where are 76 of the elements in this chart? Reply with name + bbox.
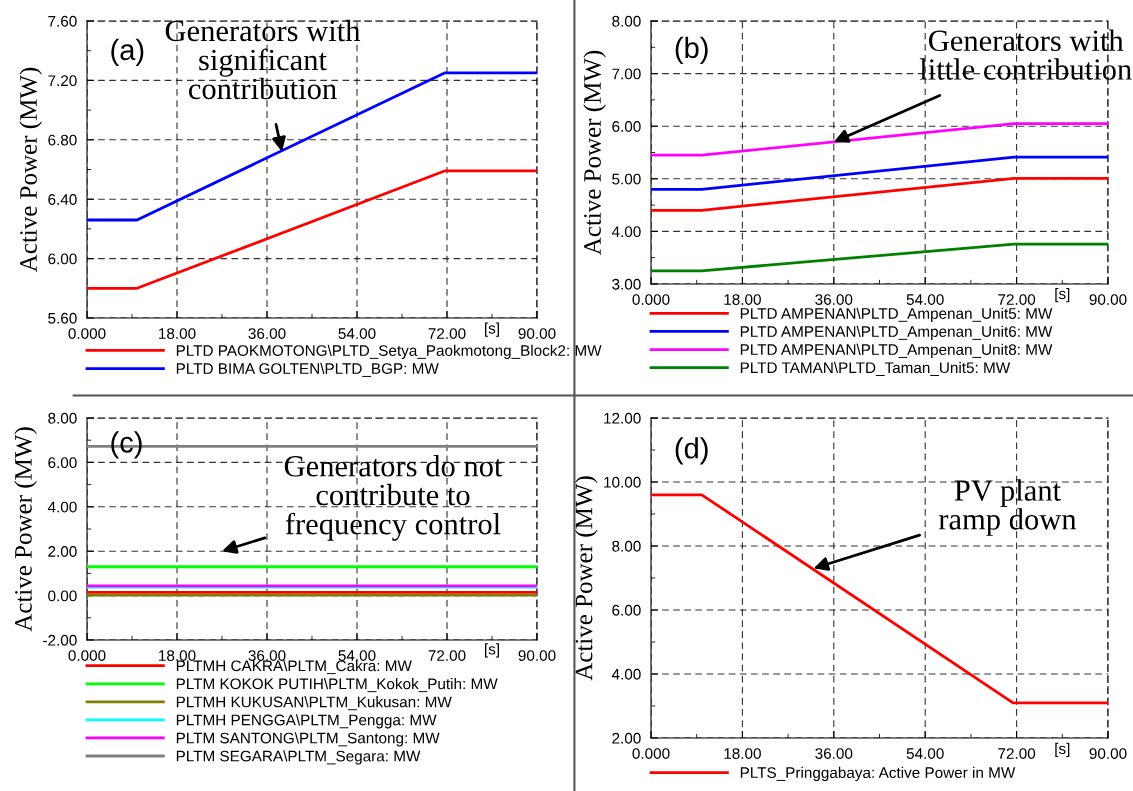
x-tick-label: 72.00 [428,328,466,339]
annotation: Generators with little contribution [919,29,1132,80]
x-tick-label: 0.000 [68,650,106,661]
x-tick-label: 54.00 [338,650,376,661]
legend-label: PLTD BIMA GOLTEN\PLTD_BGP: MW [176,362,439,377]
y-tick-label: 6.40 [48,194,77,205]
y-tick-label: 7.20 [48,75,77,87]
y-tick-label: 6.00 [48,457,77,469]
y-tick-label: 2.00 [612,732,641,744]
y-axis-title: Active Power (MW) [14,427,37,632]
x-tick-label: 36.00 [248,650,286,661]
y-tick-label: 10.00 [604,476,641,488]
legend-label: PLTD AMPENAN\PLTD_Ampenan_Unit5: MW [740,307,1053,322]
y-tick-label: 7.00 [612,68,641,80]
x-axis-title: [s] [1055,287,1070,303]
x-axis-title: [s] [485,322,499,337]
y-tick-label: 6.00 [612,121,641,132]
x-tick-label: 36.00 [815,748,853,759]
y-tick-label: 2.00 [48,546,77,557]
annotation: PV plant ramp down [938,479,1077,536]
y-tick-label: -2.00 [43,634,77,646]
y-tick-label: 0.00 [48,590,77,602]
legend-label: PLTM SANTONG\PLTM_Santong: MW [176,732,440,747]
y-tick-label: 8.00 [48,412,77,424]
y-axis-title: Active Power (MW) [574,476,598,681]
legend-label: PLTM KOKOK PUTIH\PLTM_Kokok_Putih: MW [176,678,498,693]
x-tick-label: 18.00 [159,328,196,339]
x-axis-title: [s] [485,643,499,658]
legend-label: PLTD AMPENAN\PLTD_Ampenan_Unit8: MW [740,343,1053,359]
x-tick-label: 90.00 [518,328,556,339]
legend-label: PLTMH PENGGA\PLTM_Pengga: MW [176,714,437,729]
x-tick-label: 72.00 [428,650,466,661]
y-tick-label: 6.00 [612,604,641,616]
y-tick-label: 6.80 [48,134,77,146]
y-tick-label: 8.00 [612,15,641,27]
annotation: (c) [111,431,142,459]
x-tick-label: 54.00 [906,748,944,759]
legend-label: PLTS_Pringgabaya: Active Power in MW [740,766,1016,782]
annotation: Generators with significant contribution [165,19,361,100]
y-tick-label: 8.00 [612,540,641,552]
y-tick-label: 4.00 [611,226,641,238]
x-tick-label: 72.00 [998,748,1036,759]
x-tick-label: 18.00 [159,650,196,661]
legend-label: PLTD TAMAN\PLTD_Taman_Unit5: MW [740,361,1011,376]
y-tick-label: 4.00 [611,668,641,680]
annotation: Generators do not contribute to frequency control [284,455,503,541]
x-tick-label: 0.000 [632,748,670,759]
y-tick-label: 7.60 [48,15,77,27]
legend-label: PLTD PAOKMOTONG\PLTD_Setya_Paokmotong_Block2: MW [176,344,602,359]
y-axis-title: Active Power (MW) [19,67,42,272]
x-tick-label: 90.00 [518,650,556,661]
x-tick-label: 54.00 [906,294,944,305]
x-tick-label: 0.000 [68,328,106,339]
x-tick-label: 72.00 [998,294,1036,305]
x-tick-label: 18.00 [724,748,761,759]
y-tick-label: 5.60 [48,312,77,324]
legend-label: PLTD AMPENAN\PLTD_Ampenan_Unit6: MW [740,325,1053,340]
annotation: (d) [675,437,708,465]
y-tick-label: 4.00 [47,501,77,513]
y-tick-label: 3.00 [612,278,641,290]
annotation: (b) [675,36,708,64]
x-tick-label: 54.00 [338,328,376,339]
annotation: (a) [111,38,144,66]
x-tick-label: 36.00 [815,294,853,305]
y-tick-label: 6.00 [48,253,77,265]
legend-label: PLTMH KUKUSAN\PLTM_Kukusan: MW [176,696,452,711]
x-tick-label: 90.00 [1089,294,1127,305]
y-axis-title: Active Power (MW) [583,50,606,255]
y-tick-label: 12.00 [604,412,641,424]
x-tick-label: 0.000 [632,294,670,305]
x-tick-label: 36.00 [248,328,286,339]
x-tick-label: 90.00 [1089,748,1127,759]
x-tick-label: 18.00 [724,294,761,305]
legend-label: PLTM SEGARA\PLTM_Segara: MW [176,750,421,765]
x-axis-title: [s] [1055,742,1070,758]
y-tick-label: 5.00 [612,173,641,185]
